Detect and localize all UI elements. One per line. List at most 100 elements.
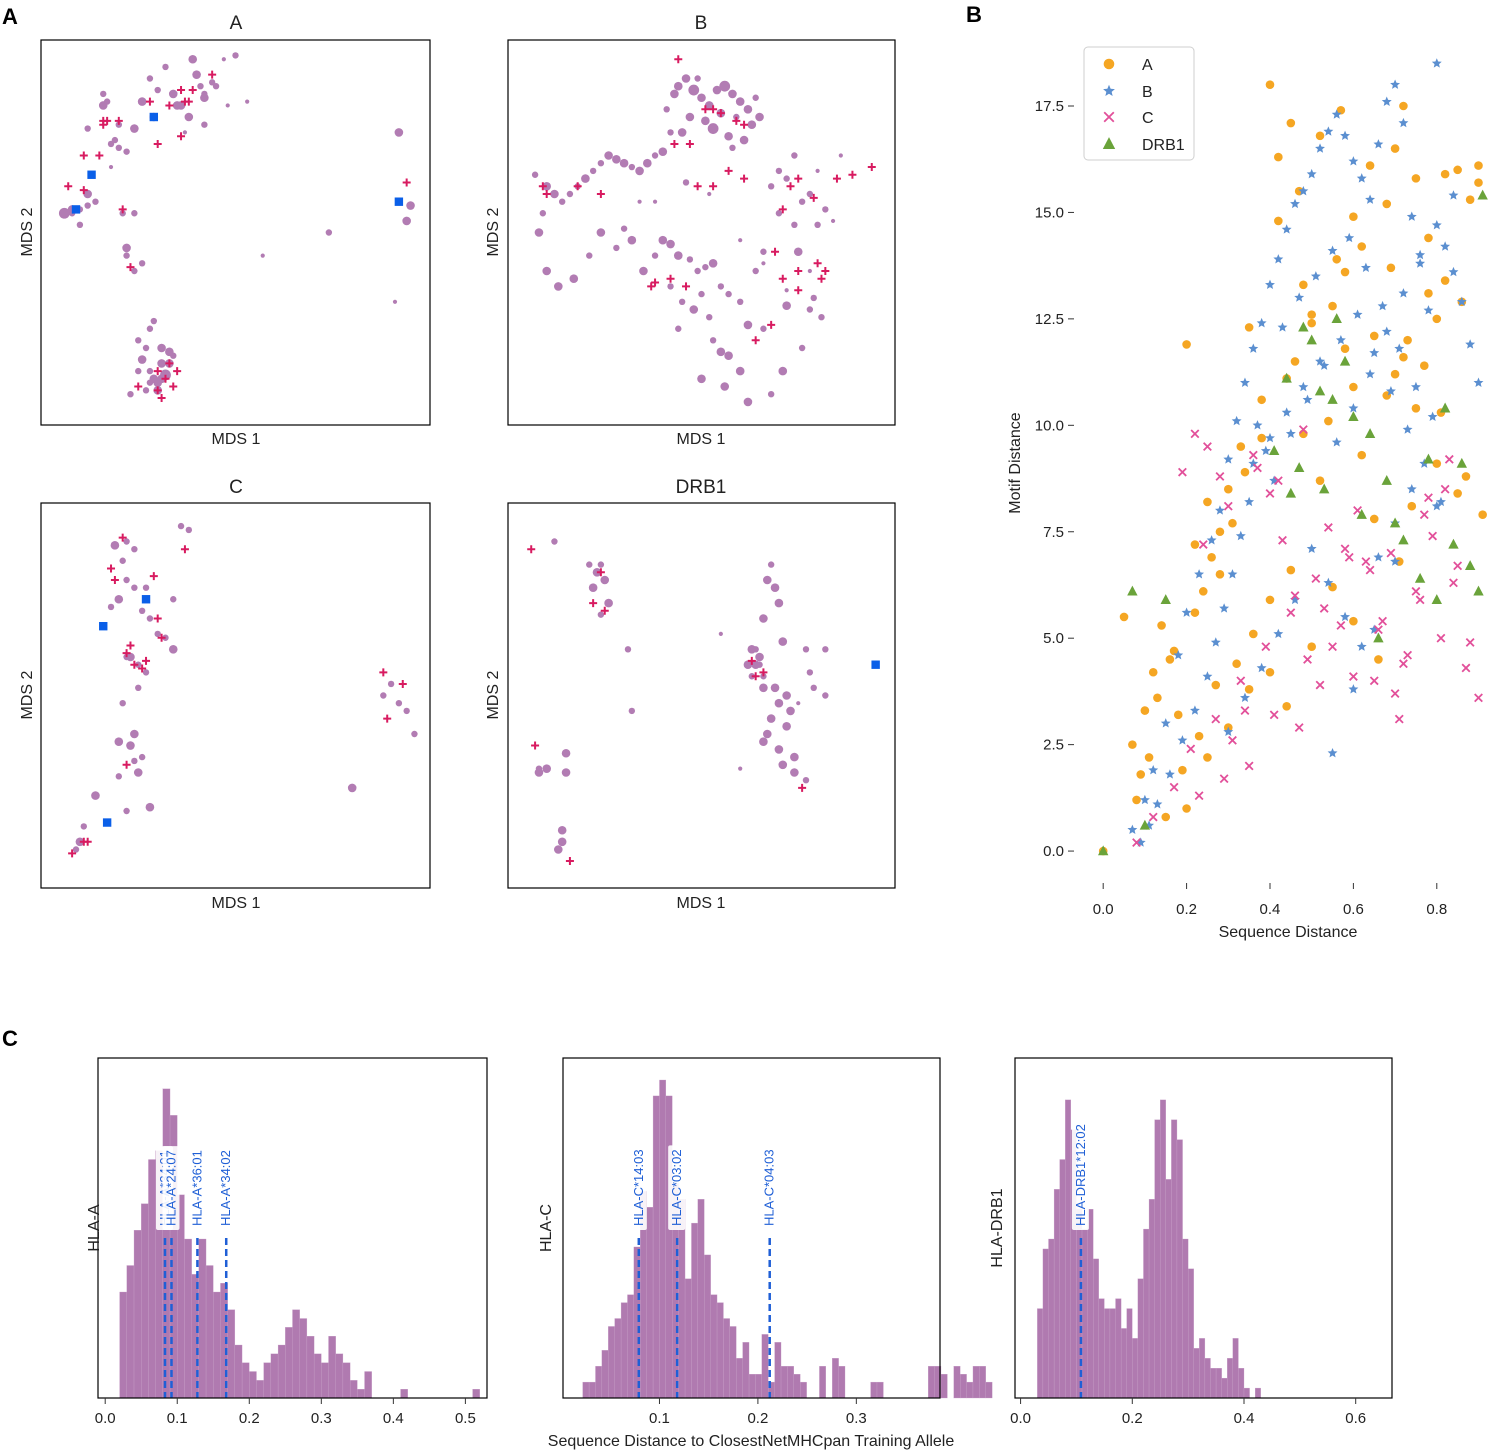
histogram-bar	[1137, 1278, 1144, 1399]
b-point-c	[1198, 540, 1208, 549]
b-point-c	[1203, 442, 1212, 452]
mds-drb1-alleles-point	[600, 575, 610, 585]
mds-drb1-alleles-point	[774, 698, 784, 708]
mds-a-alleles-point	[103, 98, 111, 105]
mds-b-novel-point	[674, 55, 683, 64]
mds-b-novel-point	[709, 105, 718, 114]
histogram-bar	[1154, 1119, 1161, 1399]
mds-c-alleles-point	[142, 669, 150, 676]
b-point-a	[1136, 770, 1146, 779]
mds-c-alleles-point	[119, 557, 126, 564]
mds-a-marks	[58, 52, 415, 403]
b-point-a	[1223, 484, 1233, 494]
mds-drb1-novel-point	[589, 599, 598, 608]
mds-c-novel-point	[180, 545, 189, 554]
mds-c-alleles-point	[123, 538, 130, 545]
b-point-b	[1440, 241, 1451, 251]
histogram-xtick-label: 0.4	[1234, 1410, 1255, 1427]
b-point-a	[1474, 161, 1483, 170]
histogram-bar	[716, 1302, 724, 1399]
b-point-a	[1315, 131, 1325, 141]
mds-c-novel-point	[68, 849, 77, 858]
mds-a-alleles-point	[165, 347, 174, 357]
mds-b-alleles-point	[775, 210, 783, 217]
mds-c-novel-point	[138, 664, 147, 673]
b-point-drb1	[1285, 487, 1297, 498]
b-point-a	[1374, 655, 1383, 664]
mds-c-alleles-point	[177, 522, 185, 530]
mds-c-alleles-point	[168, 645, 178, 654]
histogram-bar	[472, 1389, 480, 1399]
mds-b-alleles-point	[658, 235, 668, 245]
histogram-bar	[234, 1344, 243, 1399]
histogram-bar	[357, 1389, 365, 1399]
b-point-a	[1161, 812, 1171, 822]
mds-b-marks	[531, 55, 876, 407]
mds-c-novel-point	[122, 760, 131, 769]
mds-a-novel-point	[161, 374, 170, 383]
mds-b-alleles-point	[783, 175, 790, 182]
histogram-bar	[761, 1334, 769, 1399]
mds-drb1-alleles-point	[778, 760, 788, 770]
mds-drb1-alleles-point	[796, 701, 801, 706]
b-point-a	[1382, 199, 1392, 209]
mds-drb1-novel-point	[747, 656, 756, 665]
b-point-b	[1152, 799, 1163, 809]
histogram-xtick-label: 0.0	[95, 1410, 116, 1427]
b-point-drb1	[1348, 411, 1359, 421]
histogram-bar	[755, 1374, 762, 1399]
b-point-b	[1223, 726, 1234, 737]
mds-b-novel-point	[573, 182, 582, 191]
histogram-bar	[800, 1381, 807, 1399]
b-point-drb1	[1381, 474, 1392, 485]
histogram-xtick-label: 0.0	[1010, 1410, 1031, 1427]
b-point-a	[1440, 276, 1450, 285]
b-point-a	[1203, 497, 1212, 507]
b-point-b	[1177, 735, 1188, 745]
b-point-b	[1240, 377, 1250, 387]
histogram-bar	[832, 1358, 839, 1399]
histogram-bar	[1160, 1099, 1166, 1399]
mds-plot-b: B MDS 1 MDS 2	[485, 13, 896, 448]
b-point-c	[1169, 782, 1179, 792]
b-point-b	[1365, 369, 1376, 379]
b-point-c	[1240, 706, 1250, 716]
b-ytick-label: 15.0	[1035, 204, 1064, 221]
mds-b-alleles-point	[702, 263, 709, 271]
mds-b-alleles-point	[597, 160, 605, 167]
b-point-b	[1281, 224, 1292, 234]
mds-drb1-novel-point	[565, 857, 574, 866]
b-point-drb1	[1356, 508, 1367, 519]
mds-drb1-alleles-point	[786, 706, 795, 716]
b-point-drb1	[1414, 572, 1426, 583]
b-ytick-label: 2.5	[1043, 737, 1064, 754]
mds-c-marks	[68, 522, 418, 858]
histogram-bar	[1115, 1298, 1122, 1399]
b-point-c	[1419, 510, 1429, 520]
b-point-a	[1228, 518, 1237, 528]
b-point-c	[1440, 484, 1450, 494]
b-point-b	[1431, 220, 1442, 230]
histogram-bar	[960, 1374, 967, 1399]
b-point-b	[1340, 611, 1350, 622]
mds-drb1-alleles-point	[554, 845, 563, 854]
mds-b-alleles-point	[760, 325, 767, 332]
mds-a-novel-point	[153, 367, 162, 376]
b-point-b	[1273, 628, 1284, 639]
mds-drb1-alleles-point	[628, 707, 636, 715]
b-point-a	[1211, 680, 1221, 690]
histogram-bar	[736, 1358, 743, 1399]
mds-b-alleles-point	[798, 344, 806, 352]
histogram-bar	[270, 1353, 279, 1399]
b-point-b	[1436, 496, 1446, 507]
training-allele-label-bg	[217, 1146, 235, 1230]
b-point-a	[1282, 702, 1291, 711]
mds-b-alleles-point	[743, 105, 753, 114]
mds-c-alleles-point	[387, 680, 395, 688]
b-ytick-label: 12.5	[1035, 311, 1064, 328]
mds-a-novel-point	[165, 359, 174, 368]
mds-a-alleles-point	[142, 387, 150, 394]
mds-c-alleles-point	[133, 768, 143, 777]
histogram-bar	[1215, 1368, 1222, 1399]
mds-b-novel-point	[740, 174, 749, 183]
